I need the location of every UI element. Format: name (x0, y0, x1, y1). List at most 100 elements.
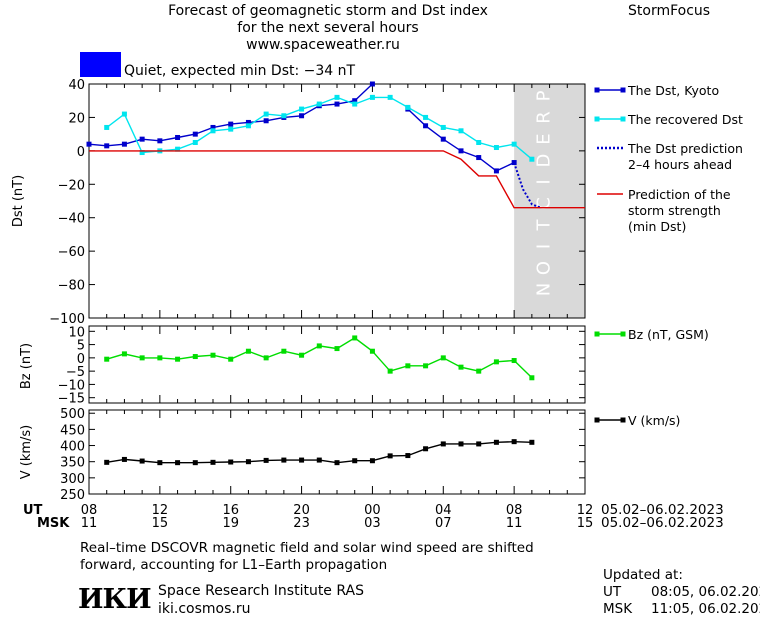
msk-tick-label: 11 (506, 516, 523, 531)
the-dst-kyoto-point (299, 113, 305, 119)
speed-ytick-label: 500 (60, 407, 85, 422)
legend-marker (620, 87, 626, 93)
the-recovered-dst-point (334, 94, 340, 100)
v-km-s-point (104, 459, 110, 465)
updated-msk-value: 11:05, 06.02.2023 (651, 601, 760, 617)
msk-axis-label: MSK (37, 516, 70, 531)
bz-nt-gsm-point (228, 356, 234, 362)
speed-frame (88, 409, 586, 495)
page-title-line1: Forecast of geomagnetic storm and Dst in… (168, 3, 488, 19)
prediction-band-letter: P (534, 90, 555, 101)
the-dst-kyoto-point (139, 136, 145, 142)
legend-marker (594, 87, 600, 93)
the-recovered-dst-point (104, 124, 110, 130)
dst-ytick-label: −80 (58, 279, 85, 294)
v-km-s-point (529, 439, 535, 445)
ut-tick-label: 08 (81, 503, 98, 518)
the-recovered-dst-point (316, 101, 322, 107)
msk-tick-label: 19 (222, 516, 239, 531)
the-recovered-dst-point (476, 140, 482, 145)
the-recovered-dst-point (263, 111, 269, 117)
v-km-s-point (440, 441, 446, 447)
the-dst-kyoto-point (423, 123, 429, 129)
legend-label: V (km/s) (628, 413, 680, 428)
the-recovered-dst-point (281, 113, 287, 119)
updated-label: Updated at: (603, 567, 683, 583)
the-recovered-dst-point (440, 124, 446, 130)
v-km-s-point (369, 458, 375, 464)
v-km-s-point (352, 458, 358, 464)
bz-ytick-label: 10 (68, 325, 85, 340)
v-km-s-point (210, 459, 216, 465)
the-recovered-dst-point (228, 126, 234, 132)
bz-nt-gsm-point (458, 364, 464, 370)
bz-ytick-label: −15 (58, 392, 85, 407)
bz-nt-gsm-point (175, 356, 181, 362)
prediction-band-letter: I (534, 244, 555, 249)
footer-note-line2: forward, accounting for L1–Earth propaga… (80, 557, 388, 573)
prediction-band-letter: O (534, 261, 555, 275)
ut-tick-label: 16 (222, 503, 239, 518)
bz-nt-gsm-point (245, 348, 251, 354)
the-recovered-dst-point (405, 104, 411, 110)
legend-label: The recovered Dst (627, 112, 743, 127)
bz-nt-gsm-point (529, 375, 535, 381)
the-recovered-dst-point (299, 106, 305, 112)
speed-ylabel: V (km/s) (19, 425, 34, 480)
ut-tick-label: 08 (506, 503, 523, 518)
institute-name: Space Research Institute RAS (158, 583, 364, 599)
the-recovered-dst-point (511, 141, 517, 147)
page-title-line2: for the next several hours (237, 20, 419, 36)
bz-nt-gsm-point (511, 358, 517, 364)
msk-tick-label: 03 (364, 516, 381, 531)
prediction-band-letter: D (534, 154, 555, 168)
prediction-of-the-line (89, 150, 585, 209)
the-dst-kyoto-point (86, 141, 92, 147)
legend-marker (620, 116, 626, 122)
the-dst-kyoto-point (334, 101, 340, 107)
speed-ytick-label: 450 (60, 423, 85, 438)
the-recovered-dst-point (529, 156, 535, 162)
speed-ytick-label: 350 (60, 456, 85, 471)
v-km-s-point (281, 457, 287, 463)
the-recovered-dst-point (423, 114, 429, 120)
legend-label: storm strength (628, 203, 721, 218)
status-text: Quiet, expected min Dst: −34 nT (124, 63, 356, 79)
the-recovered-dst-point (139, 150, 145, 156)
iki-logo: ИКИ (78, 584, 152, 615)
legend-label: Bz (nT, GSM) (628, 327, 709, 342)
v-km-s-point (175, 460, 181, 466)
updated-msk-label: MSK (603, 601, 633, 617)
the-dst-kyoto-point (175, 134, 181, 140)
legend-marker (620, 417, 626, 423)
bz-nt-gsm-point (121, 351, 127, 357)
ut-tick-label: 04 (435, 503, 452, 518)
bz-nt-gsm-point (440, 355, 446, 361)
msk-tick-label: 07 (435, 516, 452, 531)
the-dst-kyoto-point (369, 81, 375, 87)
legend-label: The Dst prediction (627, 141, 743, 156)
dst-ytick-label: −20 (58, 178, 85, 193)
the-dst-kyoto-point (157, 138, 163, 144)
dst-ytick-label: −100 (49, 312, 85, 327)
dst-ylabel: Dst (nT) (11, 175, 26, 227)
the-dst-prediction-line (513, 162, 542, 209)
the-recovered-dst-point (210, 128, 216, 134)
bz-nt-gsm-point (104, 356, 110, 362)
bz-frame (88, 325, 586, 404)
dst-ytick-label: −60 (58, 245, 85, 260)
the-recovered-dst-point (352, 101, 358, 107)
site-url[interactable]: www.spaceweather.ru (246, 37, 400, 53)
bz-nt-gsm-point (476, 368, 482, 374)
footer-note-line1: Real–time DSCOVR magnetic field and sola… (80, 540, 534, 556)
bz-nt-gsm-point (405, 363, 411, 369)
the-dst-kyoto-point (493, 168, 499, 174)
v-km-s-point (493, 439, 499, 445)
ut-tick-label: 12 (152, 503, 169, 518)
bz-nt-gsm-point (263, 355, 269, 361)
institute-site[interactable]: iki.cosmos.ru (158, 601, 251, 617)
msk-tick-label: 23 (293, 516, 310, 531)
legend-marker (620, 331, 626, 337)
legend-marker (594, 116, 600, 122)
